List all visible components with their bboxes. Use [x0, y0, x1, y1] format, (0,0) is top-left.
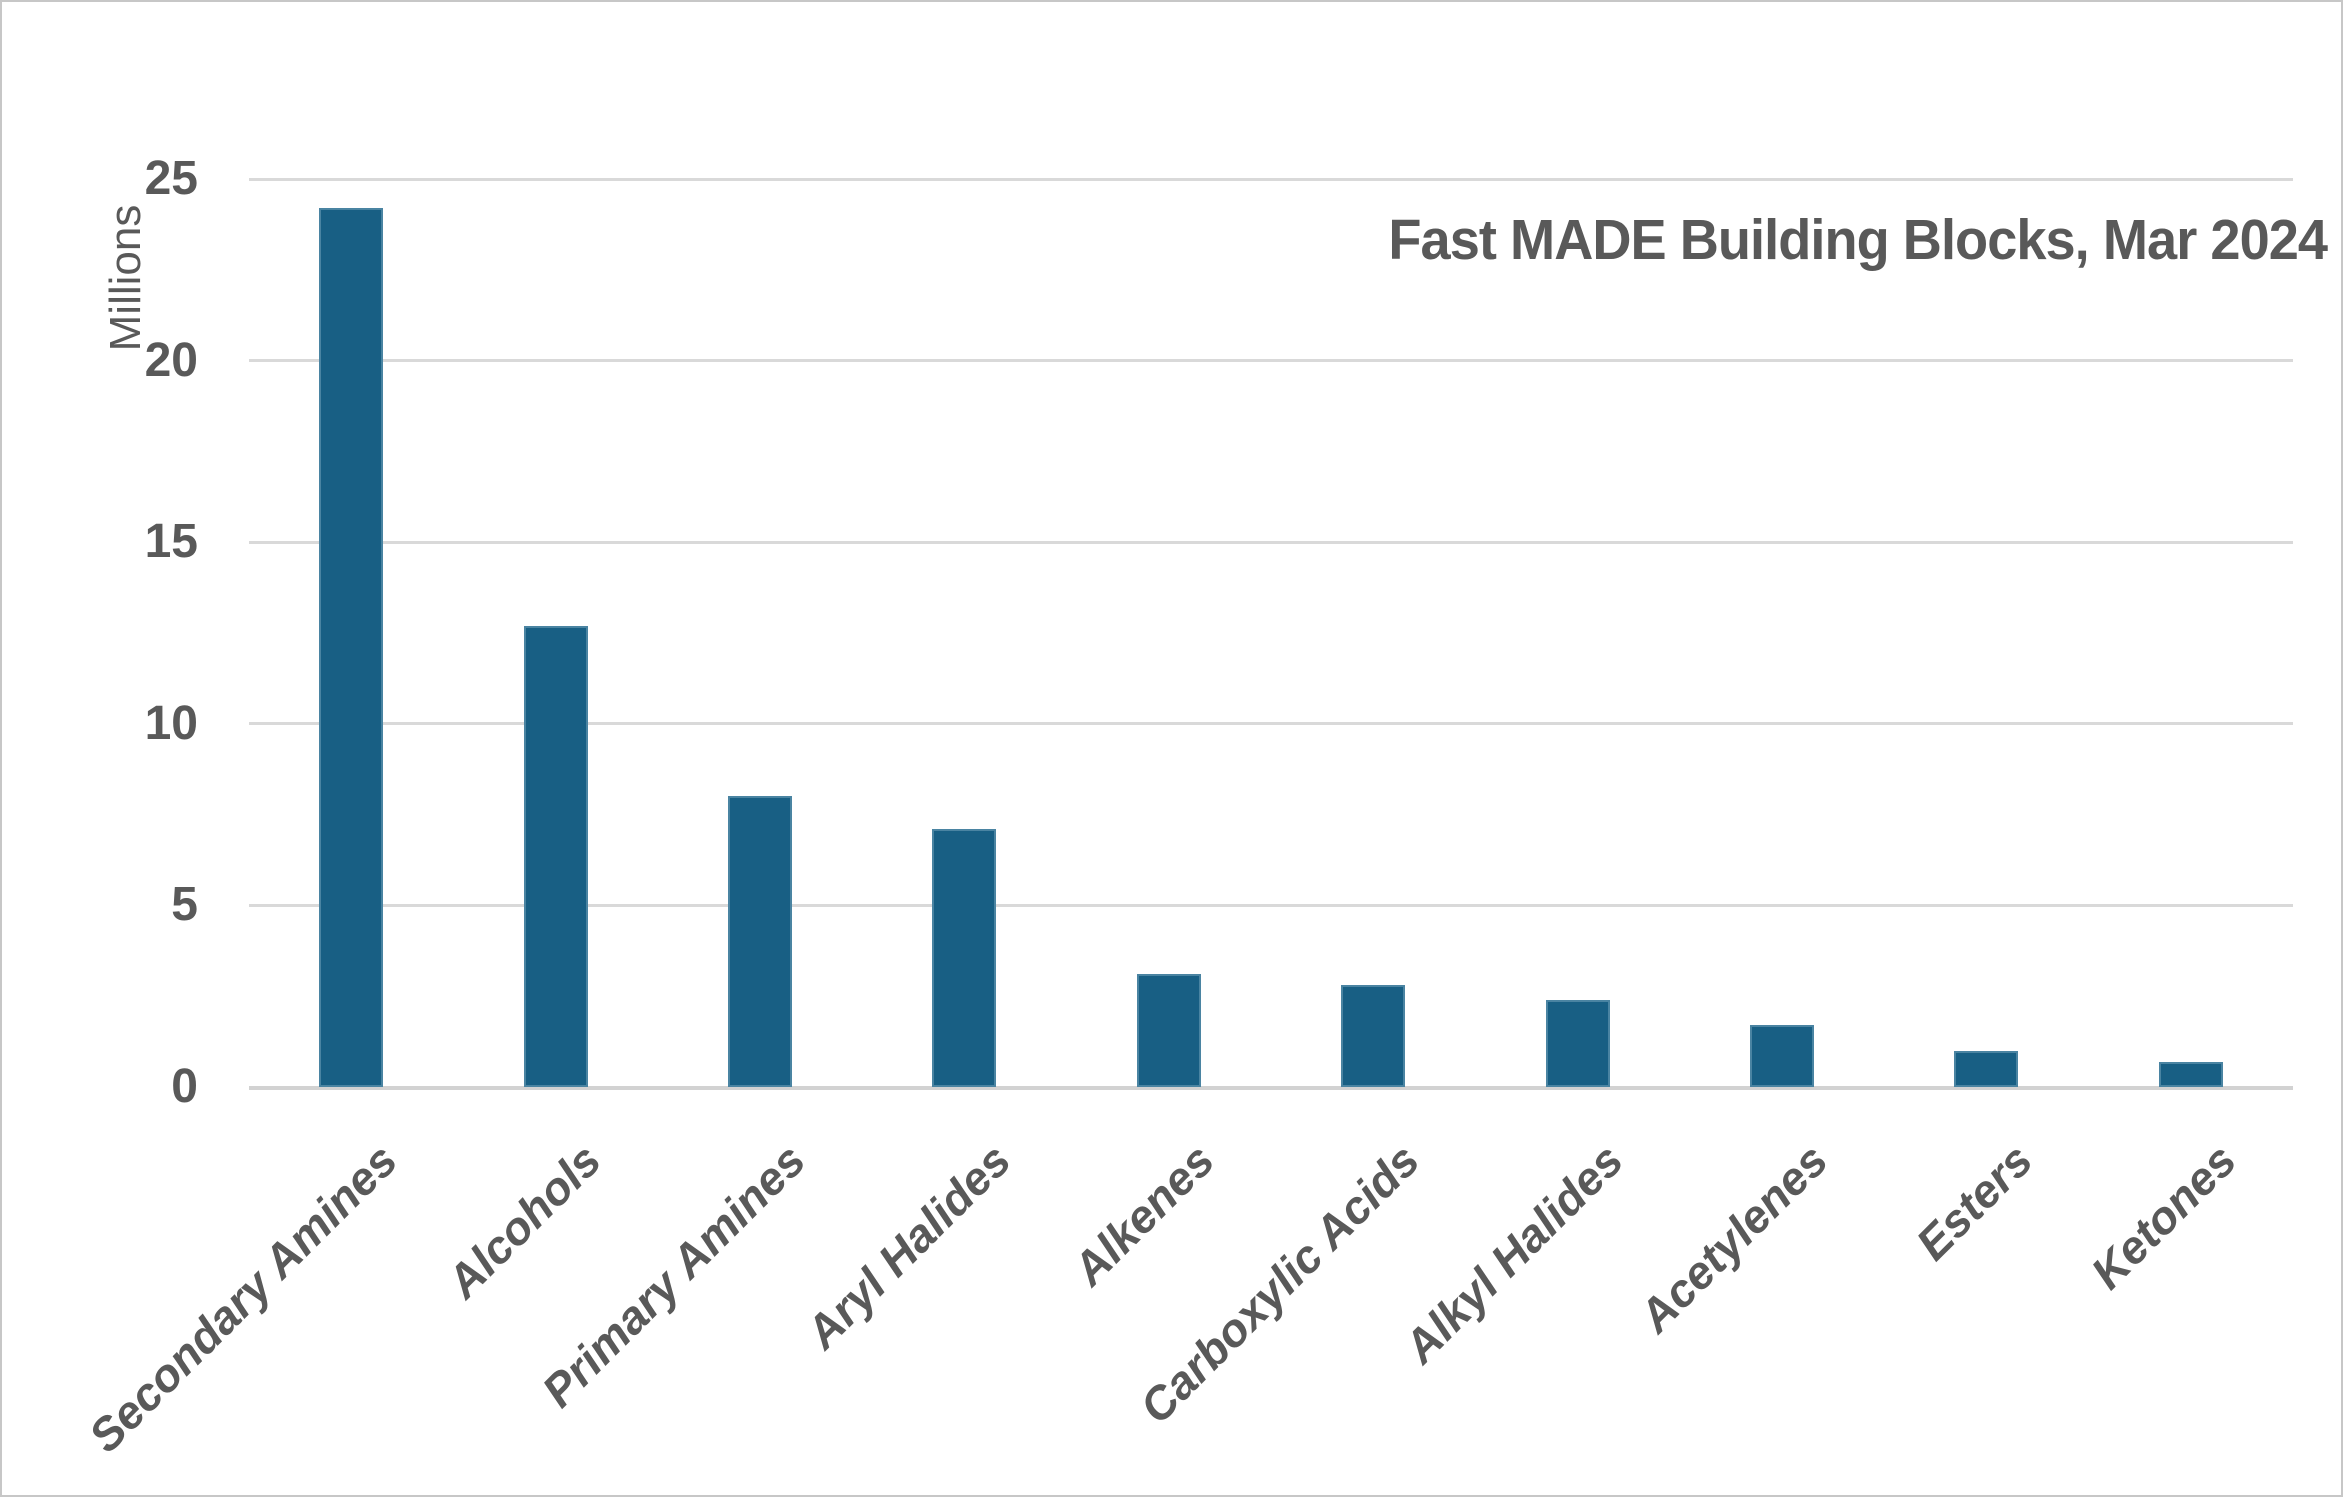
x-axis-label: Alkyl Halides [1393, 1133, 1634, 1373]
y-axis-tick-label: 10 [144, 696, 198, 750]
bar-secondary-amines [319, 208, 384, 1087]
bar-alcohols [523, 625, 588, 1087]
gridline [249, 540, 2293, 544]
bar-alkyl-halides [1545, 999, 1610, 1087]
bar-primary-amines [728, 796, 792, 1087]
x-axis-label: Secondary Amines [78, 1133, 407, 1463]
chart-title: Fast MADE Building Blocks, Mar 2024 [1388, 208, 2328, 272]
bar-esters [1954, 1050, 2019, 1087]
y-axis-tick-label: 5 [171, 878, 198, 932]
y-axis-tick-label: 15 [144, 515, 198, 569]
x-axis-label: Acetylenes [1628, 1133, 1838, 1343]
gridline [249, 177, 2293, 181]
bar-aryl-halides [932, 829, 997, 1087]
x-axis-label: Aryl Halides [795, 1133, 1020, 1359]
gridline [249, 903, 2293, 907]
bar-acetylenes [1750, 1025, 1814, 1087]
bar-alkenes [1136, 974, 1201, 1087]
bar-carboxylic-acids [1341, 985, 1406, 1087]
gridline [249, 722, 2293, 726]
gridline [249, 359, 2293, 363]
x-axis-label: Ketones [2081, 1133, 2247, 1299]
y-axis-tick-label: 0 [171, 1060, 198, 1113]
x-axis-label: Alcohols [436, 1133, 612, 1308]
y-axis-title-millions: Millions [101, 204, 150, 352]
x-axis-line [249, 1085, 2293, 1090]
bar-ketones [2158, 1061, 2223, 1087]
x-axis-label: Esters [1905, 1133, 2042, 1270]
x-axis-label: Alkenes [1062, 1133, 1225, 1296]
y-axis-tick-label: 25 [144, 152, 198, 205]
y-axis-tick-label: 20 [144, 333, 198, 387]
